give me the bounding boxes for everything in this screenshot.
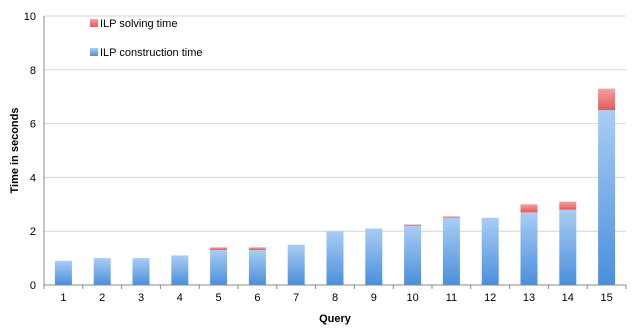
bar-construction <box>94 258 111 285</box>
bar-solving <box>404 224 421 225</box>
bar-solving <box>443 216 460 217</box>
bar-construction <box>327 231 344 285</box>
bar-construction <box>288 245 305 285</box>
x-tick-label: 7 <box>293 292 299 304</box>
x-tick-label: 4 <box>177 292 183 304</box>
bar-construction <box>55 261 72 285</box>
x-tick-label: 12 <box>484 292 496 304</box>
x-tick-labels: 1 2 3 4 5 6 7 8 9 10 11 12 13 14 15 <box>60 292 612 304</box>
x-tick-label: 14 <box>562 292 574 304</box>
y-tick-label: 2 <box>30 226 36 238</box>
x-tick-label: 13 <box>523 292 535 304</box>
legend: ILP solving time ILP construction time <box>90 18 203 59</box>
bar-construction <box>365 229 382 285</box>
bar-construction <box>482 218 499 285</box>
x-tick-label: 9 <box>371 292 377 304</box>
bar-construction <box>171 255 188 285</box>
bar-solving <box>249 247 266 250</box>
y-tick-label: 6 <box>30 119 36 131</box>
bar-construction <box>249 250 266 285</box>
bar-construction <box>210 250 227 285</box>
bar-construction <box>559 210 576 285</box>
y-tick-label: 10 <box>24 11 36 23</box>
y-tick-labels: 0 2 4 6 8 10 <box>24 11 36 292</box>
legend-swatch-construction <box>90 48 98 56</box>
bar-construction <box>133 258 150 285</box>
bar-solving <box>210 247 227 250</box>
legend-label-construction: ILP construction time <box>100 47 203 59</box>
x-tick-label: 2 <box>99 292 105 304</box>
x-tick-label: 10 <box>406 292 418 304</box>
x-tick-label: 15 <box>600 292 612 304</box>
x-tick-label: 6 <box>254 292 260 304</box>
bars <box>55 89 615 285</box>
x-tick-label: 8 <box>332 292 338 304</box>
x-tick-label: 3 <box>138 292 144 304</box>
y-tick-label: 8 <box>30 65 36 77</box>
bar-construction <box>404 226 421 285</box>
x-axis-title: Query <box>319 313 352 325</box>
bar-construction <box>443 218 460 285</box>
legend-swatch-solving <box>90 19 98 27</box>
y-tick-label: 0 <box>30 280 36 292</box>
y-tick-label: 4 <box>30 172 36 184</box>
legend-label-solving: ILP solving time <box>100 18 177 30</box>
bar-solving <box>598 89 615 111</box>
bar-construction <box>598 110 615 285</box>
bar-construction <box>521 212 538 285</box>
bar-solving <box>521 204 538 212</box>
x-tick-label: 5 <box>216 292 222 304</box>
x-tick-label: 11 <box>446 292 457 304</box>
bar-solving <box>559 202 576 210</box>
x-tick-label: 1 <box>60 292 66 304</box>
y-axis-title: Time in seconds <box>9 108 21 194</box>
